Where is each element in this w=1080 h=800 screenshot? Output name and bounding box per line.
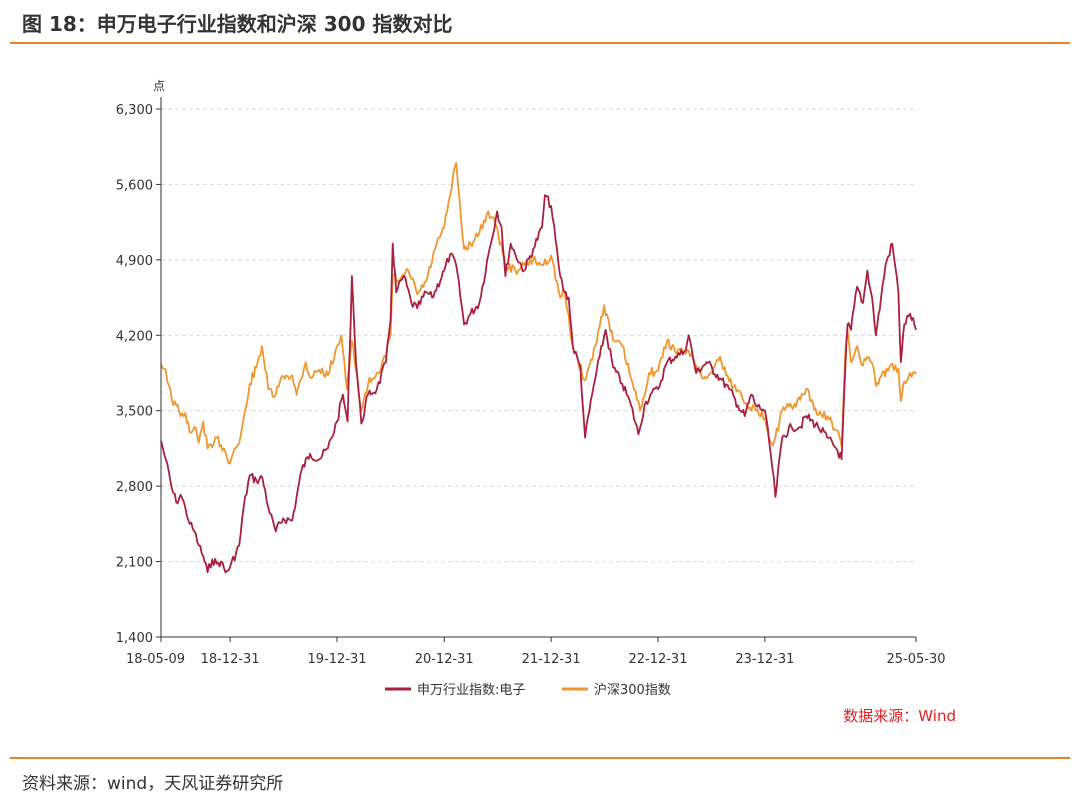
x-tick-label: 18-12-31 [201, 652, 260, 667]
legend-label-electronics: 申万行业指数:电子 [417, 683, 525, 698]
y-tick-label: 4,900 [116, 254, 153, 269]
title-divider [10, 42, 1070, 44]
x-tick-label: 25-05-30 [886, 652, 945, 667]
x-tick-label: 20-12-31 [415, 652, 474, 667]
y-tick-label: 5,600 [116, 178, 153, 193]
series-line-hs300 [160, 162, 917, 465]
line-chart: 1,400 2,100 2,800 3,500 4,200 4,900 5,600 6,300… [116, 79, 956, 725]
data-source-note: 数据来源：Wind [843, 707, 956, 725]
legend-label-hs300: 沪深300指数 [594, 682, 671, 698]
y-tick-label: 2,800 [116, 480, 153, 495]
legend: 申万行业指数:电子 沪深300指数 [385, 682, 671, 698]
y-axis-unit: 点 [153, 79, 165, 93]
gridlines [161, 108, 916, 563]
footer-divider [10, 757, 1070, 759]
y-tick-label: 2,100 [116, 556, 153, 571]
series-lines [160, 162, 917, 574]
y-tick-label: 3,500 [116, 405, 153, 420]
x-tick-label: 23-12-31 [735, 652, 794, 667]
x-tick-label: 18-05-09 [126, 652, 185, 667]
y-tick-label: 6,300 [116, 103, 153, 118]
series-line-electronics [160, 194, 917, 574]
axes: 1,400 2,100 2,800 3,500 4,200 4,900 5,600 6,300… [116, 97, 946, 667]
y-tick-label: 1,400 [116, 631, 153, 646]
x-tick-label: 21-12-31 [522, 652, 581, 667]
footer-source: 资料来源：wind，天风证券研究所 [22, 774, 284, 794]
page-title: 图 18：申万电子行业指数和沪深 300 指数对比 [22, 12, 453, 36]
y-tick-label: 4,200 [116, 329, 153, 344]
x-tick-label: 22-12-31 [628, 652, 687, 667]
x-tick-label: 19-12-31 [308, 652, 367, 667]
